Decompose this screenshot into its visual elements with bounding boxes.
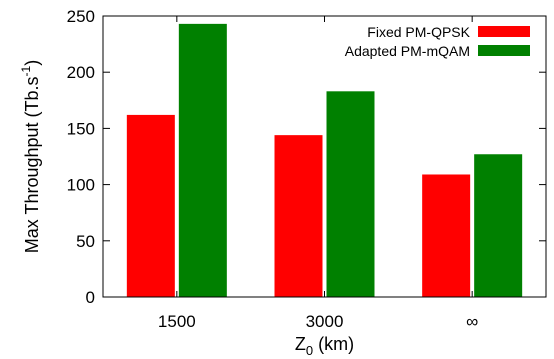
x-tick-label: 1500	[158, 312, 196, 331]
legend-swatch-0	[478, 26, 530, 37]
y-tick-label: 150	[67, 119, 95, 138]
y-axis-label: Max Throughput (Tb.s-1)	[19, 60, 42, 253]
x-tick-label: 3000	[306, 312, 344, 331]
plot-frame	[102, 15, 547, 298]
y-axis-label-sup: -1	[19, 65, 33, 76]
y-axis-label-main: Max Throughput (Tb.s	[22, 76, 42, 253]
y-tick-label: 50	[76, 232, 95, 251]
x-axis-label: Z0 (km)	[295, 334, 354, 358]
legend: Fixed PM-QPSK Adapted PM-mQAM	[345, 24, 530, 59]
legend-label-0: Fixed PM-QPSK	[367, 24, 470, 40]
bar-adapted-0	[178, 23, 227, 297]
bar-adapted-1	[326, 91, 375, 297]
x-axis-label-sub: 0	[306, 343, 313, 358]
bars-group	[126, 23, 523, 297]
legend-label-1: Adapted PM-mQAM	[345, 43, 470, 59]
bar-fixed-2	[422, 174, 471, 297]
x-axis-label-main: Z	[295, 334, 306, 354]
y-tick-label: 250	[67, 7, 95, 26]
bar-fixed-1	[274, 135, 323, 297]
x-tick-label: ∞	[466, 312, 478, 331]
y-axis-label-rest: )	[22, 60, 42, 66]
bar-adapted-2	[474, 154, 523, 297]
x-axis-label-rest: (km)	[313, 334, 354, 354]
y-tick-label: 0	[86, 288, 95, 307]
y-tick-label: 200	[67, 63, 95, 82]
legend-swatch-1	[478, 45, 530, 56]
bar-fixed-0	[126, 114, 175, 297]
y-tick-label: 100	[67, 176, 95, 195]
axes-group: 1500 3000 ∞ 0 50 100 150 200 250	[67, 7, 547, 331]
